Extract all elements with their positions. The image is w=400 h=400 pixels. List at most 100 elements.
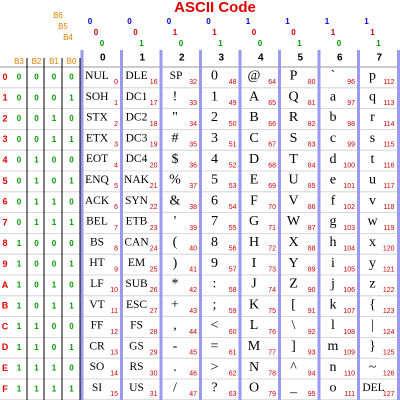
low-bit-label: B0 [67,57,77,66]
cell-char: S [290,131,298,146]
column-bit: 0 [337,39,342,48]
cell-code: 22 [150,204,158,211]
column-bit: 1 [139,39,144,48]
row-label: 9 [2,259,7,269]
row-bit: 1 [17,343,22,352]
cell-code: 85 [308,183,316,190]
cell-code: 28 [150,329,158,336]
cell-char: h [330,235,337,250]
row-bit: 0 [52,260,57,269]
cell-char: 7 [211,214,218,229]
cell-code: 88 [308,246,316,253]
cell-char: l [331,318,335,333]
cell-code: 111 [344,391,355,398]
column-label: 5 [297,53,303,64]
cell-char: SUB [125,278,148,290]
row-bit: 0 [69,239,74,248]
row-bit: 1 [69,177,74,186]
cell-char: G [249,214,259,229]
row-bit: 1 [34,343,39,352]
cell-code: 81 [308,100,316,107]
row-bit: 1 [52,218,57,227]
cell-char: NUL [85,70,109,82]
row-bit: 1 [52,301,57,310]
cell-code: 127 [383,391,395,398]
row-label: 6 [2,197,7,207]
cell-char: ; [213,297,217,312]
cell-code: 110 [344,370,355,377]
cell-char: DC3 [126,132,148,144]
cell-char: b [330,110,337,125]
cell-code: 15 [110,391,118,398]
cell-char: F [250,193,258,208]
column-bit: 0 [291,28,296,37]
row-bit: 1 [17,239,22,248]
cell-char: CR [89,340,105,352]
cell-char: o [330,381,337,396]
cell-char: E [250,173,259,188]
cell-code: 108 [343,329,355,336]
cell-code: 92 [308,329,316,336]
cell-char: e [330,173,336,188]
cell-char: W [287,214,301,229]
cell-code: 98 [347,121,355,128]
cell-code: 20 [150,162,158,169]
cell-code: 94 [308,370,316,377]
cell-code: 54 [229,204,237,211]
cell-code: 48 [229,79,237,86]
column-bit: 0 [167,17,172,26]
cell-char: 2 [211,110,218,125]
cell-code: 95 [308,391,316,398]
cell-code: 65 [268,100,276,107]
cell-char: SI [92,382,102,394]
cell-code: 12 [110,329,118,336]
cell-code: 126 [383,370,395,377]
cell-code: 4 [114,162,118,169]
cell-char: ( [173,235,178,250]
cell-code: 53 [229,183,237,190]
column-bit: 1 [246,17,251,26]
cell-code: 63 [229,391,237,398]
cell-char: C [249,131,258,146]
cell-code: 55 [229,225,237,232]
column-bit: 1 [331,28,336,37]
cell-char: I [252,256,257,271]
row-bit: 0 [17,156,22,165]
row-bit: 0 [69,73,74,82]
cell-char: BEL [86,216,108,228]
cell-char: k [330,297,337,312]
cell-char: 9 [211,256,218,271]
cell-code: 46 [189,370,197,377]
cell-code: 120 [383,246,395,253]
cell-code: 44 [189,329,197,336]
cell-char: 8 [211,235,218,250]
cell-char: \ [292,318,296,333]
cell-code: 49 [229,100,237,107]
cell-char: DC2 [126,112,148,124]
cell-char: q [369,89,376,104]
high-bit-label: B4 [63,33,73,42]
cell-char: X [288,235,298,250]
cell-char: J [251,277,257,292]
cell-char: LF [90,278,103,290]
cell-char: STX [86,112,108,124]
column-bit: 0 [206,17,211,26]
cell-char: A [249,89,260,104]
row-bit: 0 [69,364,74,373]
cell-char: D [249,152,259,167]
row-bit: 1 [52,364,57,373]
row-label: 2 [2,113,7,123]
row-bit: 1 [17,364,22,373]
cell-code: 69 [268,183,276,190]
cell-char: ENQ [85,174,109,186]
row-bit: 1 [69,301,74,310]
row-label: 0 [2,72,7,82]
row-bit: 0 [34,135,39,144]
column-bit: 1 [297,39,302,48]
cell-char: US [129,382,144,394]
cell-char: R [289,110,299,125]
cell-char: ETB [126,216,148,228]
cell-code: 112 [383,79,394,86]
row-bit: 0 [34,73,39,82]
cell-char: & [170,193,181,208]
